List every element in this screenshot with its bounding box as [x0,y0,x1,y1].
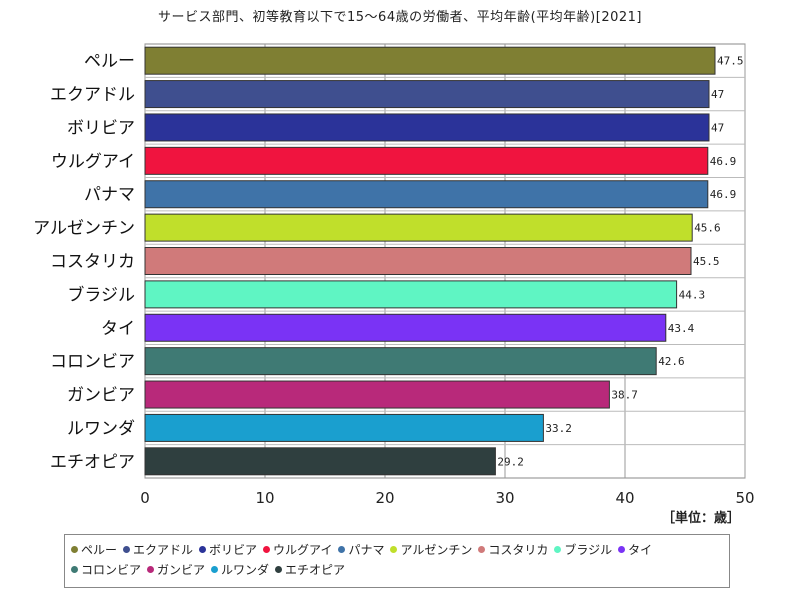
legend-item: ペルー [71,539,117,559]
category-label: コロンビア [50,352,135,372]
x-tick-label: 20 [375,489,394,507]
x-tick-label: 30 [495,489,514,507]
x-tick-label: 40 [615,489,634,507]
legend-marker-icon [390,545,398,553]
legend-item: ウルグアイ [263,539,332,559]
legend-item: ガンビア [147,559,205,579]
data-label: 45.6 [694,222,721,235]
bar [144,146,709,175]
legend-marker-icon [338,545,346,553]
category-label: コスタリカ [50,252,135,272]
legend-item: コスタリカ [478,539,548,559]
data-label: 42.6 [658,355,685,368]
x-tick-label: 10 [255,489,274,507]
bar [144,413,544,442]
legend-marker-icon [478,545,486,553]
legend-label: パナマ [348,542,385,557]
x-tick-label: 50 [735,489,754,507]
data-label: 46.9 [710,155,737,168]
legend-item: パナマ [338,539,384,559]
legend-label: ガンビア [157,562,206,577]
legend-marker-icon [211,565,219,573]
legend-marker-icon [618,545,626,553]
category-label: ペルー [84,52,135,72]
legend: ペルー エクアドル ボリビア ウルグアイ パナマ アルゼンチン コスタリカ ブラジル タイコロン… [64,534,730,588]
data-label: 29.2 [497,455,524,468]
legend-label: アルゼンチン [400,542,473,557]
legend-marker-icon [123,545,131,553]
bar [144,180,709,209]
legend-item: ルワンダ [211,559,269,579]
legend-item: タイ [618,539,652,559]
bar [144,247,692,275]
data-label: 44.3 [679,288,706,301]
legend-item: アルゼンチン [390,539,472,559]
bar [144,380,610,409]
legend-marker-icon [554,545,562,553]
legend-marker-icon [71,565,78,573]
legend-label: ルワンダ [221,562,270,577]
category-label: アルゼンチン [33,219,135,239]
bar [144,447,496,476]
category-label: ボリビア [67,118,135,138]
category-label: ガンビア [67,386,135,406]
data-label: 38.7 [611,389,638,402]
data-labels: 47.5 47 47 46.9 46.9 45.6 45.5 44.3 43.4 42.6 38.7… [497,55,743,469]
data-label: 33.2 [545,422,572,435]
legend-label: ブラジル [564,542,613,557]
legend-marker-icon [263,545,271,553]
legend-item: エチオピア [275,559,345,579]
bar [144,46,716,75]
legend-marker-icon [199,545,207,553]
data-label: 47 [711,121,724,134]
unit-label: ［単位：歳］ [662,511,741,526]
data-label: 45.5 [693,255,720,268]
legend-label: コロンビア [81,562,142,577]
legend-label: ウルグアイ [273,542,333,557]
legend-marker-icon [71,545,78,553]
legend-label: コスタリカ [488,542,549,557]
data-label: 47.5 [717,55,744,68]
legend-label: ペルー [81,542,118,557]
legend-label: タイ [628,542,653,557]
x-tick-labels: 0 10 20 30 40 50 [140,489,754,507]
legend-label: エクアドル [133,542,194,557]
bar [144,313,667,342]
bar [144,213,693,242]
legend-item: コロンビア [71,559,141,579]
data-label: 43.4 [668,322,695,335]
category-labels: ペルーエクアドルボリビアウルグアイパナマアルゼンチンコスタリカブラジルタイコロン… [33,52,135,473]
bar [144,280,678,309]
legend-marker-icon [147,565,155,573]
bar [144,113,710,142]
category-label: タイ [101,319,135,339]
category-label: ウルグアイ [51,152,135,172]
category-label: ルワンダ [67,419,135,439]
data-label: 47 [711,88,724,101]
legend-item: エクアドル [123,539,193,559]
category-label: エクアドル [50,85,135,105]
legend-item: ブラジル [554,539,612,559]
category-label: エチオピア [50,452,135,472]
x-tick-label: 0 [140,489,150,507]
bar [144,347,657,376]
legend-label: エチオピア [285,562,346,577]
chart-title: サービス部門、初等教育以下で15～64歳の労働者、平均年齢(平均年齢)[2021… [158,10,642,25]
category-label: ブラジル [67,284,135,305]
bars [144,46,716,476]
legend-item: ボリビア [199,539,257,559]
legend-marker-icon [275,565,283,573]
legend-label: ボリビア [209,542,258,557]
data-label: 46.9 [710,188,737,201]
category-label: パナマ [84,185,135,205]
bar [144,80,710,109]
